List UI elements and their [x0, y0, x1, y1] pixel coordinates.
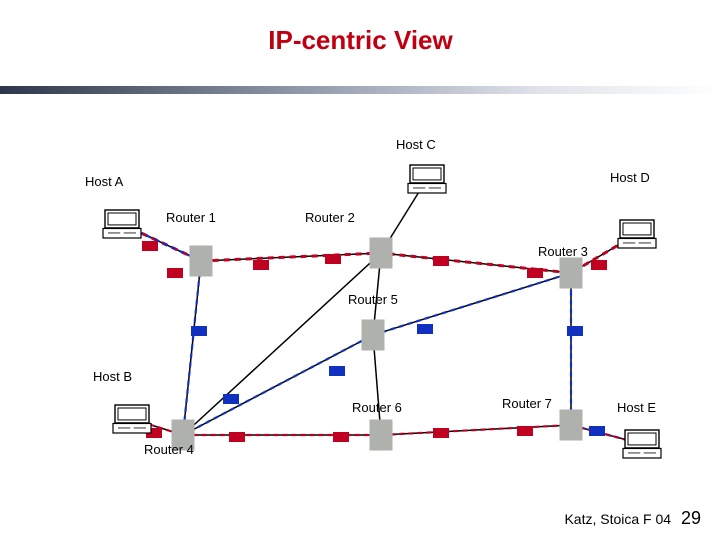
- node-label: Host A: [85, 174, 123, 189]
- node-label: Host B: [93, 369, 132, 384]
- slide-number: 29: [681, 508, 701, 528]
- node-label: Router 3: [538, 244, 588, 259]
- node-label: Host D: [610, 170, 650, 185]
- node-label: Router 5: [348, 292, 398, 307]
- node-label: Router 4: [144, 442, 194, 457]
- slide-footer: Katz, Stoica F 04 29: [564, 508, 701, 529]
- node-label: Router 7: [502, 396, 552, 411]
- node-label: Host E: [617, 400, 656, 415]
- network-diagram: [0, 0, 721, 541]
- node-label: Router 2: [305, 210, 355, 225]
- footer-text: Katz, Stoica F 04: [564, 511, 671, 527]
- node-label: Router 1: [166, 210, 216, 225]
- node-label: Host C: [396, 137, 436, 152]
- node-label: Router 6: [352, 400, 402, 415]
